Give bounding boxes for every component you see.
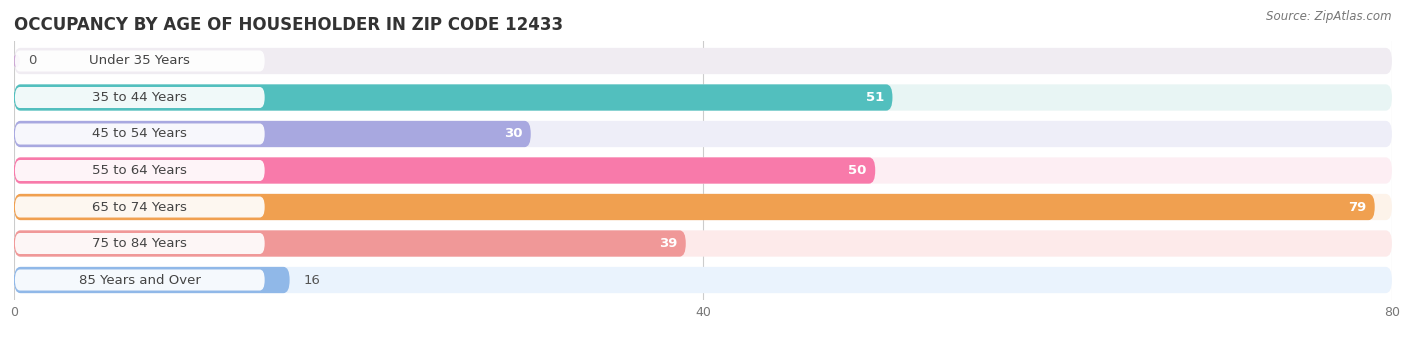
FancyBboxPatch shape <box>14 194 1375 220</box>
FancyBboxPatch shape <box>15 123 264 145</box>
Text: 45 to 54 Years: 45 to 54 Years <box>93 128 187 140</box>
FancyBboxPatch shape <box>15 269 264 291</box>
Text: 0: 0 <box>28 55 37 68</box>
FancyBboxPatch shape <box>14 267 290 293</box>
FancyBboxPatch shape <box>14 157 1392 184</box>
Text: 79: 79 <box>1348 201 1367 213</box>
Text: 55 to 64 Years: 55 to 64 Years <box>93 164 187 177</box>
Circle shape <box>14 274 20 286</box>
Text: Source: ZipAtlas.com: Source: ZipAtlas.com <box>1267 10 1392 23</box>
Text: OCCUPANCY BY AGE OF HOUSEHOLDER IN ZIP CODE 12433: OCCUPANCY BY AGE OF HOUSEHOLDER IN ZIP C… <box>14 16 564 34</box>
Circle shape <box>14 238 20 249</box>
Text: 65 to 74 Years: 65 to 74 Years <box>93 201 187 213</box>
Text: 39: 39 <box>659 237 678 250</box>
FancyBboxPatch shape <box>15 87 264 108</box>
FancyBboxPatch shape <box>14 157 875 184</box>
FancyBboxPatch shape <box>14 121 531 147</box>
FancyBboxPatch shape <box>15 160 264 181</box>
FancyBboxPatch shape <box>15 196 264 218</box>
Text: 50: 50 <box>848 164 866 177</box>
FancyBboxPatch shape <box>14 121 1392 147</box>
FancyBboxPatch shape <box>14 231 1392 257</box>
FancyBboxPatch shape <box>15 233 264 254</box>
Text: 16: 16 <box>304 273 321 286</box>
FancyBboxPatch shape <box>14 48 1392 74</box>
Circle shape <box>14 128 20 140</box>
Circle shape <box>14 92 20 103</box>
FancyBboxPatch shape <box>14 231 686 257</box>
Text: 30: 30 <box>503 128 522 140</box>
Text: Under 35 Years: Under 35 Years <box>90 55 190 68</box>
Text: 35 to 44 Years: 35 to 44 Years <box>93 91 187 104</box>
Circle shape <box>14 201 20 213</box>
Circle shape <box>14 165 20 176</box>
FancyBboxPatch shape <box>15 50 264 72</box>
FancyBboxPatch shape <box>14 194 1392 220</box>
FancyBboxPatch shape <box>14 84 1392 110</box>
Circle shape <box>14 55 20 67</box>
FancyBboxPatch shape <box>14 267 1392 293</box>
Text: 75 to 84 Years: 75 to 84 Years <box>93 237 187 250</box>
FancyBboxPatch shape <box>14 84 893 110</box>
Text: 85 Years and Over: 85 Years and Over <box>79 273 201 286</box>
Text: 51: 51 <box>866 91 884 104</box>
